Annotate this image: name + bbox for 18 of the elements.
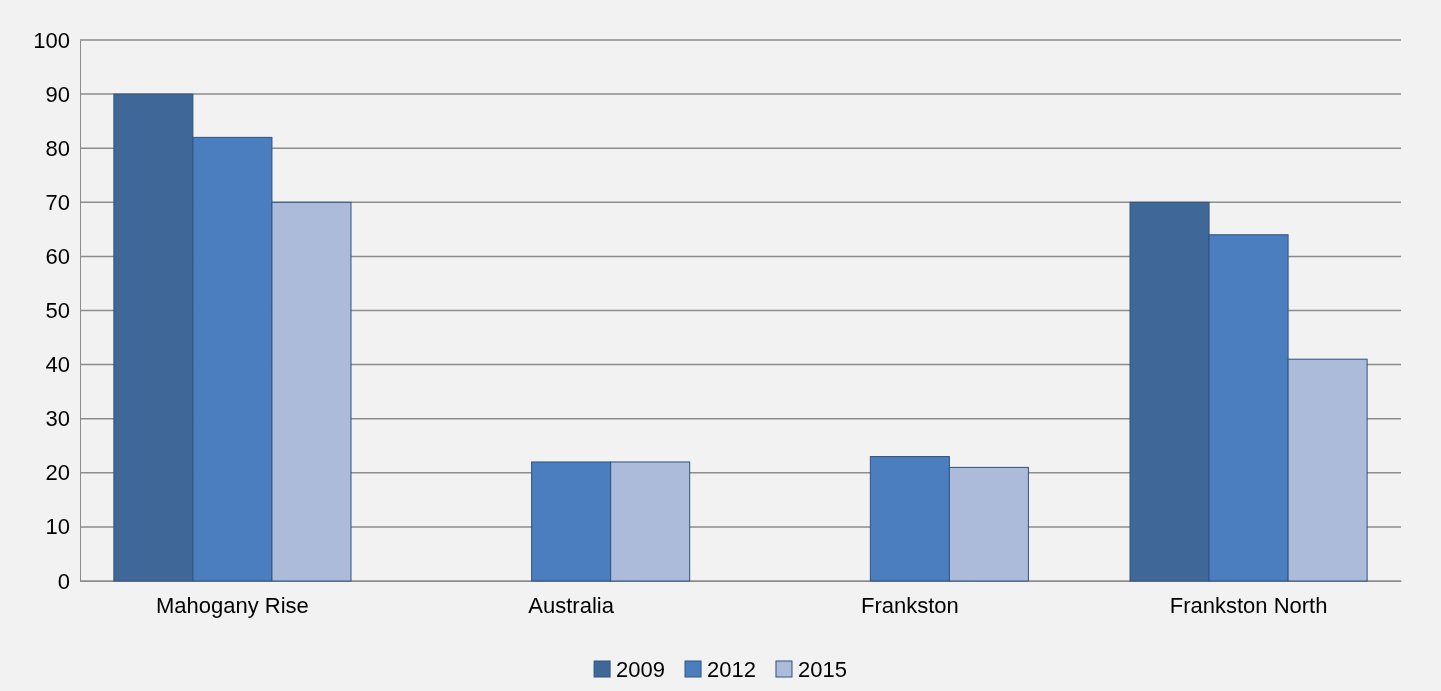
y-tick-label: 100 <box>33 27 70 53</box>
y-tick-label: 90 <box>45 81 70 107</box>
y-tick-label: 80 <box>45 135 70 161</box>
x-tick-label: Frankston <box>860 592 959 618</box>
y-tick-label: 50 <box>45 298 70 324</box>
y-tick-label: 20 <box>45 460 70 486</box>
x-tick-label: Mahogany Rise <box>155 592 309 618</box>
x-tick-label: Frankston North <box>1169 592 1328 618</box>
y-tick-label: 30 <box>45 406 70 432</box>
y-tick-label: 0 <box>57 568 70 594</box>
x-tick-label: Australia <box>528 592 615 618</box>
legend-label: 2015 <box>797 656 847 682</box>
legend-label: 2012 <box>707 656 756 682</box>
y-tick-label: 40 <box>45 352 70 378</box>
y-tick-label: 70 <box>45 189 70 215</box>
y-tick-label: 60 <box>45 243 70 269</box>
legend-label: 2009 <box>616 656 666 682</box>
y-tick-label: 10 <box>45 514 70 540</box>
